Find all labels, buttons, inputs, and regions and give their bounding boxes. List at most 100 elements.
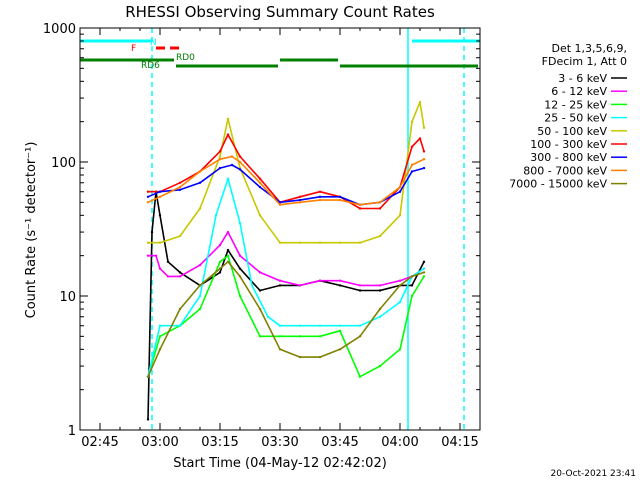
data-point-7-10 <box>318 198 322 202</box>
data-point-8-8 <box>278 348 282 351</box>
data-point-6-3 <box>198 181 202 184</box>
data-point-7-6 <box>238 160 242 164</box>
data-point-7-5 <box>230 155 234 158</box>
data-point-5-4 <box>218 150 222 153</box>
data-point-1-9 <box>258 271 262 274</box>
data-point-7-1 <box>158 195 162 198</box>
data-point-1-11 <box>298 284 302 287</box>
series-line-5 <box>148 133 425 210</box>
y-tick-label-3: 1000 <box>43 22 76 37</box>
data-point-5-7 <box>258 177 262 180</box>
data-point-7-8 <box>278 203 282 206</box>
series-line-3 <box>147 177 425 377</box>
x-tick-label-1: 03:00 <box>141 435 178 450</box>
data-point-4-12 <box>358 241 362 244</box>
data-point-5-17 <box>422 150 426 153</box>
chart-title: RHESSI Observing Summary Count Rates <box>125 3 435 21</box>
data-point-8-12 <box>358 335 362 338</box>
data-point-8-7 <box>258 307 262 311</box>
data-point-3-6 <box>238 221 242 225</box>
data-point-3-13 <box>358 324 362 327</box>
data-point-0-16 <box>378 289 382 292</box>
series-line-4 <box>148 101 425 244</box>
plot-area: N F RD0 RD6 <box>80 28 480 430</box>
data-point-5-0 <box>146 190 150 193</box>
data-point-2-9 <box>298 335 302 338</box>
data-point-7-4 <box>218 158 222 161</box>
data-point-4-13 <box>378 234 382 238</box>
y-tick-label-1: 10 <box>59 290 76 305</box>
annotation-rd6: RD6 <box>141 61 160 71</box>
y-tick-label-0: 1 <box>68 424 76 439</box>
data-point-2-15 <box>410 294 414 298</box>
annotation-n: N <box>150 38 157 48</box>
data-point-1-16 <box>398 279 402 282</box>
plot-frame <box>79 27 481 431</box>
data-point-3-5 <box>226 177 230 180</box>
data-point-6-9 <box>298 198 302 202</box>
data-point-0-5 <box>178 271 182 274</box>
data-point-4-1 <box>158 241 162 244</box>
data-point-6-14 <box>398 190 402 193</box>
data-point-0-15 <box>358 289 362 292</box>
data-point-5-15 <box>410 145 414 148</box>
data-point-2-11 <box>338 329 342 332</box>
data-point-1-2 <box>158 267 162 270</box>
data-point-0-3 <box>158 214 162 217</box>
data-point-2-13 <box>378 364 382 368</box>
x-tick-label-3: 03:30 <box>261 435 298 450</box>
data-point-8-16 <box>422 271 426 274</box>
data-point-7-3 <box>198 170 202 173</box>
data-point-7-7 <box>258 181 262 184</box>
data-point-5-2 <box>178 181 182 184</box>
data-point-8-15 <box>410 275 414 278</box>
data-point-2-5 <box>226 254 230 257</box>
data-point-5-5 <box>226 133 230 136</box>
data-point-0-10 <box>258 289 262 292</box>
data-point-3-12 <box>338 324 342 327</box>
data-point-7-14 <box>398 185 402 189</box>
x-tick-label-0: 02:45 <box>81 435 118 450</box>
legend-header-1: FDecim 1, Att 0 <box>542 55 627 68</box>
data-point-0-4 <box>166 260 170 263</box>
legend-entry-label-3: 25 - 50 keV <box>544 112 607 125</box>
data-point-0-7 <box>218 271 222 274</box>
data-point-4-10 <box>318 241 322 244</box>
data-point-1-6 <box>218 243 222 247</box>
data-point-6-1 <box>158 190 162 193</box>
legend-entry-label-8: 7000 - 15000 keV <box>509 178 607 191</box>
legend-entry-label-2: 12 - 25 keV <box>544 98 607 111</box>
data-point-5-13 <box>378 207 382 210</box>
data-point-1-14 <box>358 284 362 287</box>
data-point-2-4 <box>218 260 222 263</box>
data-point-3-7 <box>250 284 254 287</box>
data-point-3-15 <box>398 300 402 304</box>
data-point-1-4 <box>178 275 182 278</box>
data-point-0-19 <box>422 260 426 263</box>
data-point-7-12 <box>358 203 362 206</box>
data-point-7-13 <box>378 201 382 204</box>
data-point-4-7 <box>258 214 262 217</box>
data-point-3-10 <box>298 324 302 327</box>
data-point-2-1 <box>158 335 162 338</box>
data-point-4-11 <box>338 241 342 244</box>
data-point-7-16 <box>422 158 426 161</box>
data-point-3-2 <box>178 324 182 327</box>
data-point-0-11 <box>278 284 282 287</box>
data-point-3-3 <box>198 294 202 298</box>
data-point-8-14 <box>398 284 402 287</box>
data-point-8-1 <box>158 348 162 351</box>
data-point-4-4 <box>218 155 222 158</box>
data-point-4-15 <box>410 120 414 123</box>
data-point-6-7 <box>258 185 262 189</box>
data-point-4-16 <box>418 100 422 104</box>
legend-entry-label-1: 6 - 12 keV <box>551 85 607 98</box>
data-point-8-6 <box>238 275 242 278</box>
data-point-5-10 <box>318 190 322 193</box>
x-tick-label-5: 04:00 <box>381 435 418 450</box>
data-point-2-3 <box>198 307 202 311</box>
data-point-7-0 <box>146 201 150 204</box>
data-point-6-5 <box>230 163 234 167</box>
data-point-6-6 <box>238 168 242 171</box>
data-point-5-16 <box>418 137 422 140</box>
